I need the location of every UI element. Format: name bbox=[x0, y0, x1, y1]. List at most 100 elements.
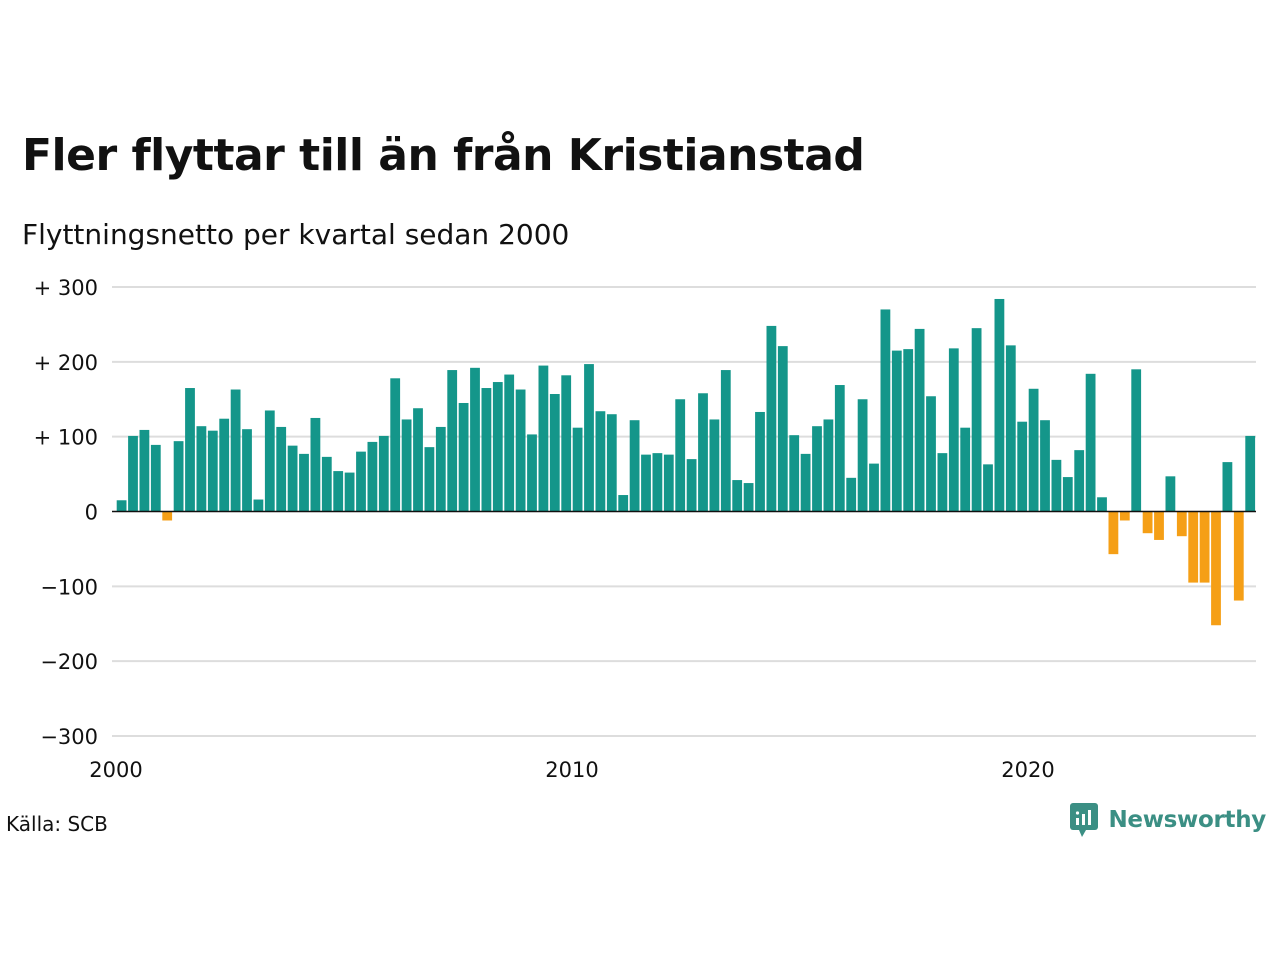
bar-positive bbox=[629, 420, 640, 512]
bar-positive bbox=[960, 427, 971, 512]
bar-positive bbox=[413, 408, 423, 512]
bar-positive bbox=[196, 426, 207, 512]
chart-subtitle: Flyttningsnetto per kvartal sedan 2000 bbox=[22, 218, 570, 251]
bar-negative bbox=[1142, 511, 1153, 534]
bar-positive bbox=[948, 348, 959, 512]
bar-positive bbox=[276, 426, 287, 512]
bar-positive bbox=[128, 435, 138, 512]
bar-positive bbox=[435, 426, 446, 512]
bar-positive bbox=[743, 483, 754, 512]
bar-positive bbox=[618, 495, 629, 512]
bar-positive bbox=[1005, 345, 1016, 512]
x-tick-label: 2020 bbox=[1001, 758, 1054, 782]
bar-positive bbox=[504, 374, 515, 512]
source-label: Källa: SCB bbox=[6, 812, 108, 836]
bar-positive bbox=[150, 444, 161, 512]
y-tick-label: −300 bbox=[40, 725, 98, 749]
bar-positive bbox=[1051, 459, 1062, 512]
bar-positive bbox=[926, 396, 936, 512]
bar-positive bbox=[1074, 450, 1085, 512]
bar-negative bbox=[1188, 511, 1199, 583]
bar-positive bbox=[800, 453, 811, 512]
bar-positive bbox=[515, 389, 526, 512]
bar-chart: + 300 + 200 + 100 0 −100 −200 −300 2000 2010 2020 bbox=[34, 276, 1256, 782]
bar-positive bbox=[561, 375, 572, 512]
bar-positive bbox=[675, 399, 686, 512]
bar-negative bbox=[1119, 511, 1130, 521]
bar-positive bbox=[937, 453, 948, 512]
bar-positive bbox=[606, 414, 617, 512]
bar-positive bbox=[1085, 373, 1096, 512]
bar-negative bbox=[1233, 511, 1244, 601]
bar-negative bbox=[1176, 511, 1187, 537]
bar-positive bbox=[549, 394, 560, 512]
bar-negative bbox=[1199, 511, 1210, 583]
bar-positive bbox=[720, 370, 731, 512]
bar-positive bbox=[299, 453, 309, 512]
bar-positive bbox=[344, 472, 355, 512]
bar-positive bbox=[1245, 435, 1256, 512]
y-tick-label: + 200 bbox=[34, 351, 98, 375]
bar-positive bbox=[356, 451, 366, 512]
bar-positive bbox=[242, 429, 252, 512]
bar-positive bbox=[698, 393, 708, 512]
y-tick-label: −100 bbox=[40, 575, 98, 599]
bar-positive bbox=[139, 429, 150, 512]
y-tick-label: + 100 bbox=[34, 426, 98, 450]
bar-positive bbox=[595, 411, 606, 512]
bar-positive bbox=[538, 365, 549, 512]
brand-name: Newsworthy bbox=[1108, 807, 1266, 833]
bar-positive bbox=[652, 453, 663, 512]
bar-positive bbox=[766, 325, 777, 512]
bar-positive bbox=[834, 385, 845, 512]
bar-positive bbox=[994, 298, 1005, 512]
bar-positive bbox=[253, 499, 264, 512]
bar-positive bbox=[1131, 369, 1142, 512]
bar-positive bbox=[492, 382, 503, 512]
bar-positive bbox=[971, 328, 982, 512]
bar-positive bbox=[1017, 421, 1028, 512]
y-tick-label: −200 bbox=[40, 650, 98, 674]
brand-logo[interactable]: Newsworthy bbox=[1070, 803, 1266, 837]
bar-positive bbox=[891, 350, 902, 512]
bar-positive bbox=[755, 411, 765, 512]
bar-positive bbox=[1028, 388, 1039, 512]
bar-positive bbox=[527, 434, 537, 512]
y-tick-label: 0 bbox=[85, 501, 98, 525]
bar-positive bbox=[572, 427, 583, 512]
chart-title: Fler flyttar till än från Kristianstad bbox=[22, 130, 865, 181]
bar-negative bbox=[1211, 511, 1221, 626]
bar-negative bbox=[1108, 511, 1119, 555]
bar-positive bbox=[458, 402, 469, 512]
bar-positive bbox=[173, 441, 184, 512]
bar-positive bbox=[333, 471, 344, 512]
bar-positive bbox=[641, 454, 651, 512]
bar-positive bbox=[310, 417, 321, 512]
bar-negative bbox=[162, 511, 173, 521]
bar-positive bbox=[424, 447, 435, 512]
bar-positive bbox=[880, 309, 891, 512]
bar-positive bbox=[367, 441, 378, 512]
bar-positive bbox=[287, 445, 298, 512]
bar-positive bbox=[823, 419, 834, 512]
bar-positive bbox=[857, 399, 868, 512]
x-tick-label: 2000 bbox=[89, 758, 142, 782]
bar-positive bbox=[846, 477, 857, 512]
bar-positive bbox=[481, 388, 492, 512]
x-tick-label: 2010 bbox=[545, 758, 598, 782]
bar-positive bbox=[470, 367, 480, 512]
bar-positive bbox=[983, 464, 993, 512]
bar-positive bbox=[732, 480, 743, 512]
y-tick-label: + 300 bbox=[34, 276, 98, 300]
bar-positive bbox=[447, 370, 458, 512]
bar-negative bbox=[1154, 511, 1164, 540]
bar-positive bbox=[709, 419, 720, 512]
bar-positive bbox=[1040, 420, 1050, 512]
bar-positive bbox=[390, 378, 401, 512]
bar-positive bbox=[401, 419, 412, 512]
bar-positive bbox=[812, 426, 822, 512]
bar-positive bbox=[1062, 477, 1073, 512]
bar-positive bbox=[1097, 497, 1107, 512]
newsworthy-logo-icon bbox=[1070, 803, 1099, 837]
bar-positive bbox=[230, 389, 241, 512]
